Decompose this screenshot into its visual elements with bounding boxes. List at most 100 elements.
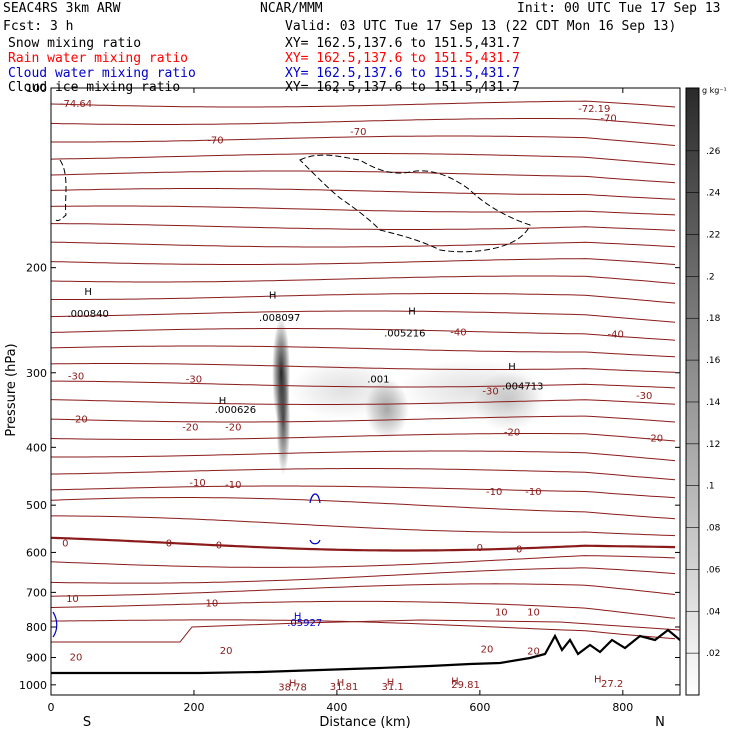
isotherm-line-14: [51, 345, 676, 358]
y-tick-label: 100: [26, 82, 47, 95]
temperature-label: 10: [205, 599, 218, 610]
isotherm-line-17: [51, 399, 676, 405]
isotherm-line-29: [51, 600, 676, 619]
terrain-line: [51, 628, 680, 675]
field-xy-rain: XY= 162.5,137.6 to 151.5,431.7: [285, 51, 520, 66]
x-tick-label: 800: [612, 701, 633, 714]
temperature-label: 0: [216, 541, 222, 552]
colorbar-tick-label: .22: [706, 231, 720, 241]
colorbar-tick-label: .24: [706, 189, 721, 199]
maximum-value-label: 38.78: [278, 683, 307, 694]
maximum-value-label: 29.81: [451, 680, 480, 691]
temperature-label: -70: [600, 113, 616, 124]
isotherm-line-23: [51, 497, 676, 520]
isotherm-line-20: [51, 450, 676, 462]
x-end-label-right: N: [655, 715, 665, 730]
isotherm-line-16: [51, 380, 676, 389]
high-marker: H: [337, 678, 345, 689]
y-tick-label: 700: [26, 586, 47, 599]
maximum-value-label: 27.2: [601, 679, 623, 690]
temperature-label: -10: [189, 478, 205, 489]
temperature-label: -72.19: [578, 104, 610, 115]
init-time: Init: 00 UTC Tue 17 Sep 13: [517, 1, 721, 16]
cloud-ice-contour: [55, 154, 531, 253]
isotherm-line-6: [51, 205, 676, 216]
maximum-value-label: .008097: [259, 313, 300, 324]
field-xy-snow: XY= 162.5,137.6 to 151.5,431.7: [285, 36, 520, 51]
temperature-label: -30: [186, 375, 202, 386]
maximum-value-label: 31.1: [382, 682, 404, 693]
maximum-value-label: .000840: [67, 309, 108, 320]
temperature-label: 20: [527, 647, 540, 658]
isotherm-line-0: [51, 100, 676, 108]
model-title: SEAC4RS 3km ARW: [3, 1, 121, 16]
isotherm-line-9: [51, 258, 676, 265]
temperature-label: -74.64: [60, 99, 92, 110]
temperature-label: -70: [350, 127, 366, 138]
high-marker: H: [289, 678, 297, 689]
y-axis-label: Pressure (hPa): [4, 343, 19, 436]
isotherm-line-8: [51, 241, 676, 248]
plot-frame: [50, 87, 681, 696]
colorbar-tick-label: .26: [706, 147, 721, 157]
temperature-label: 10: [527, 607, 540, 618]
temperature-label: -40: [607, 330, 623, 341]
isotherm-line-bottom: [51, 619, 680, 643]
temperature-label: -20: [225, 422, 241, 433]
y-tick-label: 400: [26, 441, 47, 454]
colorbar-tick-label: .2: [706, 272, 715, 282]
temperature-label: 0: [62, 538, 68, 549]
valid-time: Valid: 03 UTC Tue 17 Sep 13 (22 CDT Mon …: [285, 19, 677, 34]
center-title: NCAR/MMM: [260, 1, 323, 16]
isotherm-line-25: [51, 536, 676, 552]
colorbar-tick-label: .04: [706, 607, 721, 617]
isotherm-line-5: [51, 188, 676, 200]
maximum-value-label: .004713: [502, 381, 543, 392]
forecast-hour: Fcst: 3 h: [3, 19, 74, 34]
maximum-value-label: .001: [367, 375, 389, 386]
high-marker: H: [84, 287, 92, 298]
high-marker: H: [269, 291, 277, 302]
temperature-label: 10: [495, 607, 508, 618]
maximum-value-label: 31.81: [330, 682, 359, 693]
field-label-rain: Rain water mixing ratio: [8, 51, 189, 66]
x-axis-label: Distance (km): [319, 715, 410, 730]
maximum-value-label: .005216: [384, 329, 425, 340]
high-marker: H: [408, 307, 416, 318]
snow-shading-1: [276, 365, 291, 476]
temperature-label: -20: [647, 433, 663, 444]
x-tick-label: 600: [469, 701, 490, 714]
isotherm-line-1: [51, 118, 676, 127]
maximum-value-label: .05927: [287, 618, 322, 629]
isotherm-line-24: [51, 515, 676, 537]
isotherm-line-11: [51, 293, 676, 304]
temperature-label: 0: [516, 545, 522, 556]
colorbar-tick-label: .12: [706, 440, 720, 450]
temperature-label: -10: [225, 480, 241, 491]
temperature-label: 0: [477, 543, 483, 554]
x-tick-label: 0: [48, 701, 55, 714]
y-tick-label: 800: [26, 621, 47, 634]
y-tick-label: 1000: [19, 679, 47, 692]
temperature-label: -30: [68, 371, 84, 382]
temperature-label: 20: [70, 652, 83, 663]
isotherm-line-15: [51, 363, 676, 373]
temperature-label: -70: [207, 136, 223, 147]
x-tick-label: 400: [326, 701, 347, 714]
colorbar-tick-label: .16: [706, 356, 721, 366]
y-tick-label: 200: [26, 262, 47, 275]
isotherm-line-7: [51, 223, 676, 231]
x-end-label-left: S: [83, 715, 91, 730]
temperature-label: -10: [486, 487, 502, 498]
y-tick-label: 300: [26, 367, 47, 380]
isotherm-line-22: [51, 485, 676, 499]
cloud-water-contour-edge: [52, 611, 58, 638]
isotherm-line-26: [51, 555, 676, 568]
field-label-cloud-water: Cloud water mixing ratio: [8, 66, 196, 81]
isotherm-line-4: [51, 170, 676, 184]
colorbar-tick-label: .06: [706, 565, 721, 575]
colorbar-tick-label: .02: [706, 649, 720, 659]
isotherm-line-28: [51, 583, 676, 597]
isotherm-line-27: [51, 567, 676, 584]
